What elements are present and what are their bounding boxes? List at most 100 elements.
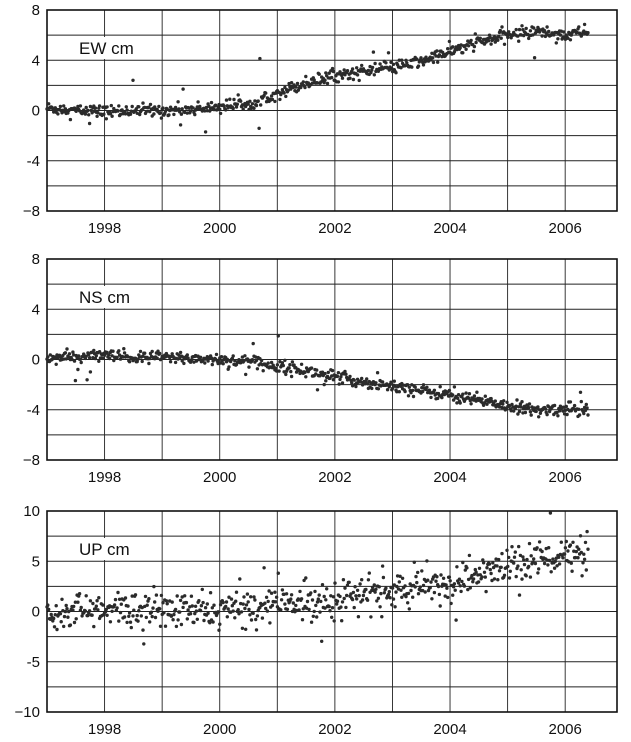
data-point <box>524 26 528 31</box>
data-point <box>524 574 528 578</box>
data-point <box>577 407 581 411</box>
data-point <box>54 604 58 608</box>
data-point <box>451 45 455 49</box>
data-point <box>494 557 498 561</box>
data-point <box>508 569 512 573</box>
data-point <box>352 378 356 382</box>
data-point <box>209 356 214 360</box>
data-point <box>407 607 411 611</box>
data-point <box>466 396 471 400</box>
data-point <box>87 121 92 126</box>
data-point <box>330 615 334 619</box>
data-point <box>249 595 253 599</box>
data-point <box>122 347 126 351</box>
data-point <box>451 393 455 397</box>
y-tick-label: 0 <box>32 352 40 369</box>
data-point <box>540 34 544 38</box>
data-point <box>46 603 50 607</box>
data-point <box>237 612 241 616</box>
data-point <box>577 25 581 29</box>
data-point <box>178 610 182 614</box>
data-point <box>88 104 93 109</box>
data-point <box>547 558 552 563</box>
data-point <box>70 357 74 362</box>
x-tick-label: 2004 <box>433 220 466 237</box>
data-point <box>177 107 181 111</box>
data-point <box>60 597 64 601</box>
data-point <box>529 554 533 558</box>
data-point <box>243 606 247 611</box>
data-point <box>489 42 493 46</box>
data-point <box>579 550 583 555</box>
data-point <box>415 580 419 585</box>
data-point <box>267 589 271 593</box>
data-point <box>117 619 121 623</box>
data-point <box>191 106 195 110</box>
data-point <box>493 399 497 403</box>
data-point <box>299 597 304 601</box>
data-point <box>390 386 395 391</box>
data-point <box>74 617 78 621</box>
data-point <box>568 543 573 547</box>
data-point <box>523 410 528 415</box>
data-point <box>167 113 171 117</box>
data-point <box>305 599 310 604</box>
data-point <box>168 105 173 109</box>
data-point <box>426 578 430 582</box>
data-point <box>476 580 481 584</box>
data-point <box>369 615 373 619</box>
data-point <box>311 614 315 618</box>
data-point <box>516 564 520 568</box>
data-point <box>399 66 403 70</box>
data-point <box>566 549 570 553</box>
data-point <box>497 557 501 562</box>
data-point <box>298 589 302 594</box>
data-point <box>536 571 540 575</box>
data-point <box>443 594 447 598</box>
data-point <box>373 61 377 66</box>
data-point <box>555 410 559 415</box>
data-point <box>458 46 462 50</box>
data-point <box>517 39 521 43</box>
data-point <box>537 540 542 544</box>
data-point <box>531 560 535 564</box>
data-point <box>495 564 499 568</box>
data-point <box>552 566 557 570</box>
data-point <box>310 81 315 85</box>
data-point <box>260 616 265 620</box>
data-point <box>343 369 347 374</box>
data-point <box>208 621 212 625</box>
data-point <box>193 611 197 616</box>
data-point <box>192 620 196 625</box>
data-point <box>64 357 68 361</box>
data-point <box>512 561 516 565</box>
data-point <box>324 71 328 75</box>
data-point <box>407 385 411 389</box>
data-point <box>432 388 437 392</box>
data-point <box>112 358 116 363</box>
data-point <box>582 22 587 27</box>
data-point <box>147 105 151 109</box>
data-point <box>190 604 194 608</box>
data-point <box>520 577 524 581</box>
data-point <box>350 384 355 388</box>
data-point <box>425 385 429 389</box>
data-point <box>350 67 355 71</box>
data-point <box>421 583 426 588</box>
data-point <box>403 584 407 588</box>
data-point <box>455 401 459 405</box>
data-point <box>336 80 341 84</box>
data-point <box>245 592 250 596</box>
data-point <box>52 625 57 629</box>
data-point <box>467 553 472 558</box>
data-point <box>456 396 460 400</box>
data-point <box>182 361 186 366</box>
data-point <box>72 604 76 609</box>
y-tick-label: 10 <box>23 503 40 520</box>
data-point <box>420 386 424 390</box>
data-point <box>364 587 368 592</box>
data-point <box>405 61 409 65</box>
data-point <box>536 405 540 409</box>
data-point <box>545 558 549 562</box>
